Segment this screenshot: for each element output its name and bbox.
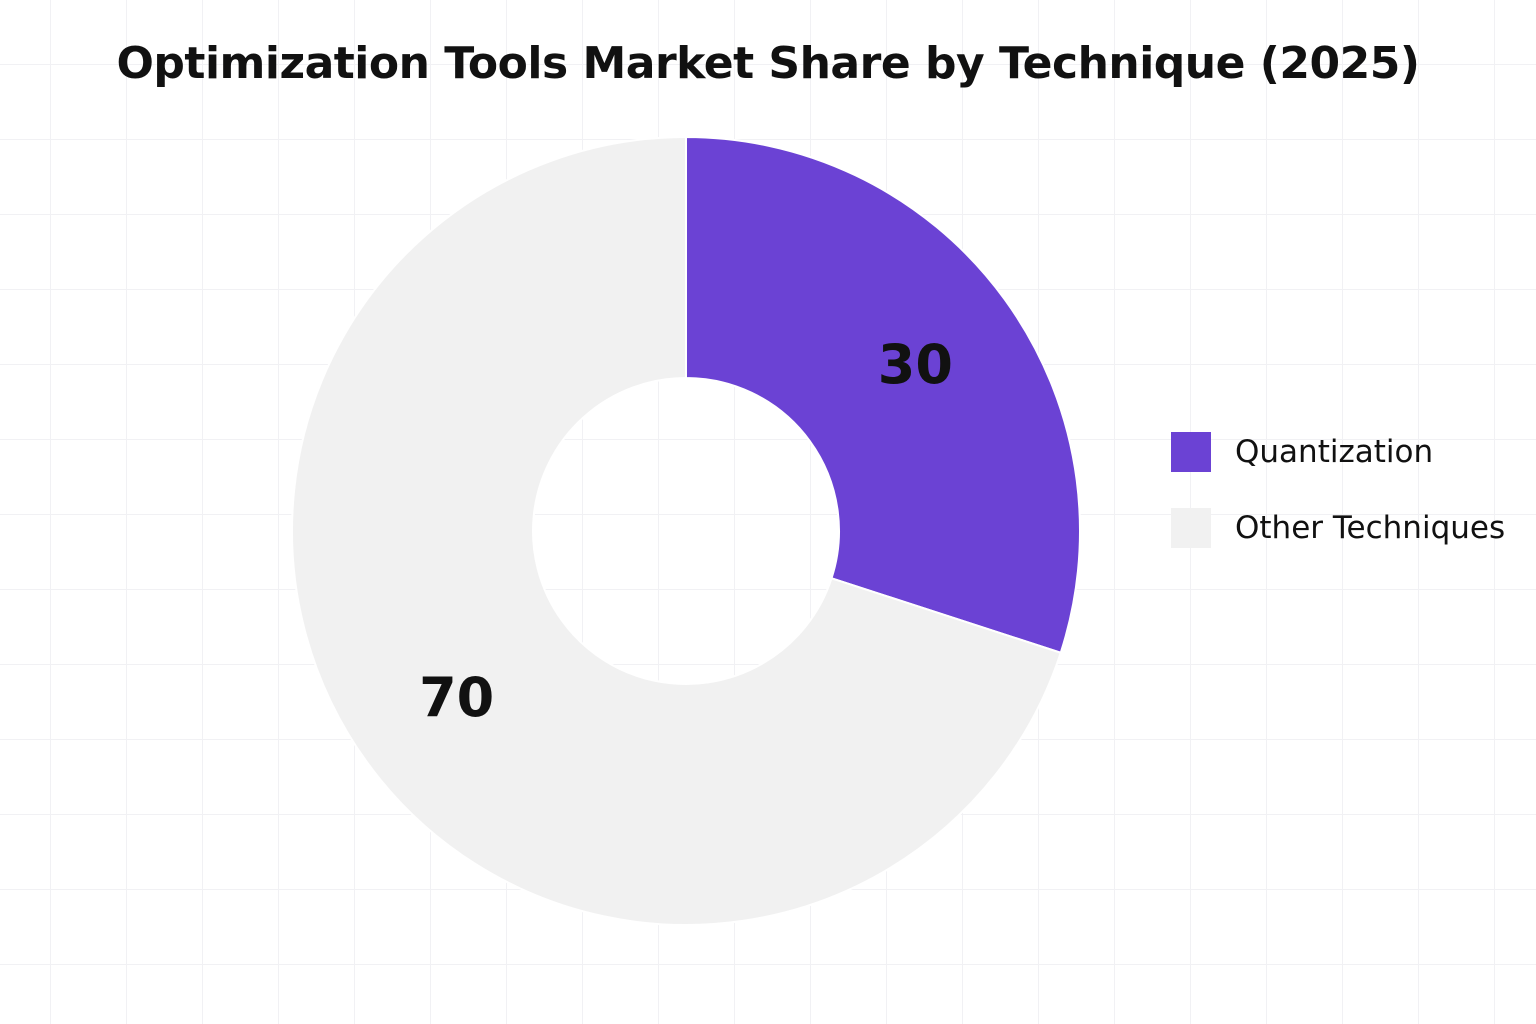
slice-label-other-techniques: 70	[419, 666, 494, 729]
legend-swatch-quantization	[1171, 432, 1211, 472]
slice-quantization[interactable]	[685, 135, 1081, 655]
legend-label-other-techniques: Other Techniques	[1235, 510, 1506, 546]
slice-other-techniques[interactable]	[291, 135, 1062, 926]
legend-item-other-techniques[interactable]: Other Techniques	[1171, 506, 1505, 550]
legend-item-quantization[interactable]: Quantization	[1171, 430, 1505, 474]
slice-label-quantization: 30	[878, 333, 953, 396]
legend-label-quantization: Quantization	[1235, 434, 1434, 470]
legend: Quantization Other Techniques	[1171, 430, 1505, 582]
chart-title: Optimization Tools Market Share by Techn…	[116, 38, 1420, 89]
legend-swatch-other-techniques	[1171, 508, 1211, 548]
